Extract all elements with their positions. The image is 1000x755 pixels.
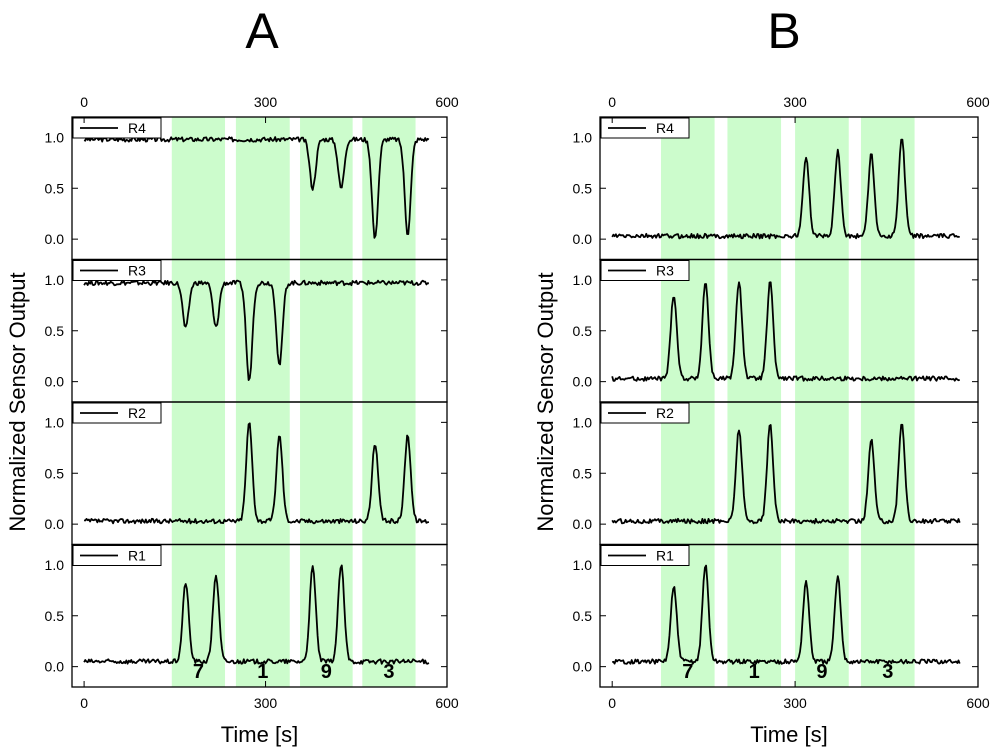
legend-label: R1 — [128, 548, 146, 564]
legend-label: R3 — [128, 263, 146, 279]
y-tick-label: 0.5 — [573, 465, 593, 481]
y-tick-label: 0.5 — [45, 180, 65, 196]
legend-label: R2 — [128, 405, 146, 421]
trace-r1 — [611, 564, 961, 665]
panel-a: A 7 1 9 3 0.0 0.5 1.0 R4 0.0 0.5 1.0 R3 0.0 0.5 1.0 R2 0.… — [5, 3, 459, 747]
panel-b: B 7 1 9 3 0.0 0.5 1.0 R4 0.0 0.5 1.0 R3 0.0 0.5 1.0 R2 0.… — [533, 3, 990, 747]
y-tick-label: 0.5 — [573, 180, 593, 196]
y-tick-label: 1.0 — [45, 272, 65, 288]
legend-label: R2 — [656, 405, 674, 421]
y-tick-label: 1.0 — [45, 129, 65, 145]
band-label: 7 — [193, 661, 204, 683]
trace-r4 — [83, 136, 430, 239]
y-tick-label: 1.0 — [573, 272, 593, 288]
y-tick-label: 0.5 — [573, 323, 593, 339]
y-tick-label: 0.5 — [45, 465, 65, 481]
panel-letter: B — [767, 3, 800, 59]
trace-r3 — [83, 279, 430, 382]
legend-label: R3 — [656, 263, 674, 279]
x-tick-label: 0 — [80, 695, 88, 711]
legend-label: R1 — [656, 548, 674, 564]
band-label: 1 — [257, 661, 268, 683]
x-tick-label-top: 0 — [80, 94, 88, 110]
y-tick-label: 0.5 — [573, 608, 593, 624]
x-tick-label: 600 — [435, 695, 459, 711]
y-tick-label: 1.0 — [573, 129, 593, 145]
row-frame — [71, 543, 448, 688]
trace-r2 — [611, 423, 961, 525]
band-label: 1 — [749, 661, 760, 683]
y-tick-label: 0.5 — [45, 608, 65, 624]
y-tick-label: 0.0 — [45, 231, 65, 247]
x-tick-label: 300 — [254, 695, 278, 711]
y-tick-label: 0.0 — [45, 516, 65, 532]
band-label: 9 — [321, 661, 332, 683]
x-tick-label-top: 600 — [435, 94, 459, 110]
x-axis-title: Time [s] — [221, 722, 298, 747]
x-tick-label: 300 — [783, 695, 807, 711]
y-tick-label: 0.0 — [573, 374, 593, 390]
band-label: 3 — [882, 661, 893, 683]
y-axis-title: Normalized Sensor Output — [533, 272, 558, 531]
band-label: 3 — [383, 661, 394, 683]
trace-r4 — [611, 138, 960, 240]
y-tick-label: 0.5 — [45, 323, 65, 339]
x-tick-label: 0 — [608, 695, 616, 711]
y-tick-label: 1.0 — [573, 557, 593, 573]
y-tick-label: 0.0 — [573, 659, 593, 675]
band-label: 9 — [816, 661, 827, 683]
band-label: 7 — [682, 661, 693, 683]
y-tick-label: 1.0 — [45, 414, 65, 430]
y-tick-label: 0.0 — [573, 231, 593, 247]
y-tick-label: 0.0 — [45, 659, 65, 675]
legend-label: R4 — [656, 120, 674, 136]
x-tick-label-top: 300 — [783, 94, 807, 110]
x-axis-title: Time [s] — [750, 722, 827, 747]
x-tick-label-top: 300 — [254, 94, 278, 110]
row-frame — [599, 543, 979, 688]
y-tick-label: 1.0 — [45, 557, 65, 573]
y-tick-label: 0.0 — [573, 516, 593, 532]
y-tick-label: 0.0 — [45, 374, 65, 390]
y-axis-title: Normalized Sensor Output — [5, 272, 30, 531]
trace-r1 — [83, 564, 430, 665]
trace-r2 — [83, 422, 430, 525]
y-tick-label: 1.0 — [573, 414, 593, 430]
panel-letter: A — [245, 3, 279, 59]
trace-r3 — [611, 281, 960, 382]
x-tick-label-top: 600 — [966, 94, 990, 110]
x-tick-label-top: 0 — [608, 94, 616, 110]
legend-label: R4 — [128, 120, 146, 136]
x-tick-label: 600 — [966, 695, 990, 711]
